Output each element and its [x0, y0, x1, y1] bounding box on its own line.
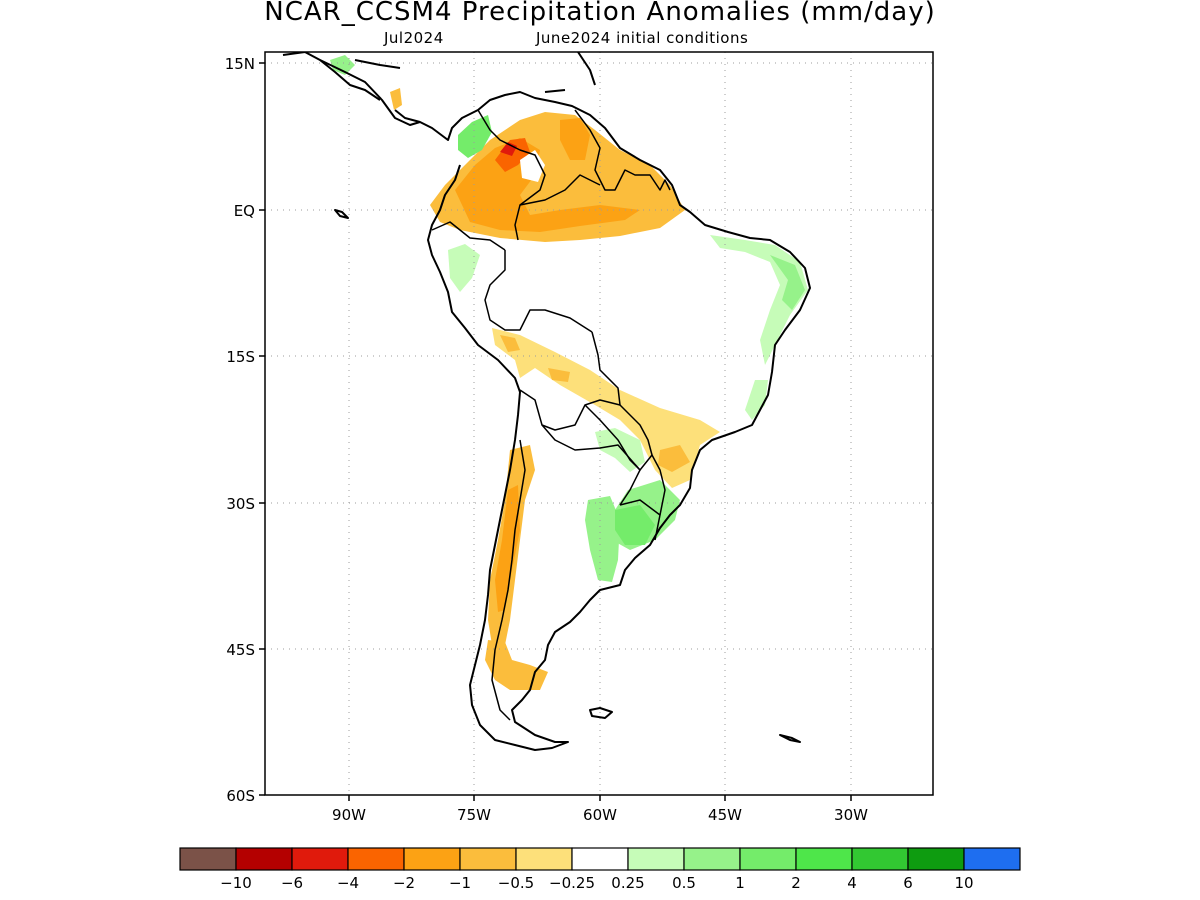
- colorbar-label: −0.25: [549, 874, 595, 892]
- anomaly-colombia-wet: [458, 115, 492, 158]
- colorbar-swatch: [291, 847, 349, 871]
- longitude-label: 30W: [834, 806, 868, 824]
- longitude-label: 60W: [583, 806, 617, 824]
- border-peru-brazil: [484, 250, 593, 333]
- colorbar-label: 0.25: [611, 874, 644, 892]
- border-bolivia: [519, 331, 621, 431]
- colorbar-swatch: [459, 847, 517, 871]
- colorbar-swatch: [179, 847, 237, 871]
- anomaly-patagonia-dry: [485, 640, 548, 690]
- axis-ticks: [259, 62, 852, 801]
- longitude-label: 75W: [457, 806, 491, 824]
- colorbar-label: 0.5: [672, 874, 696, 892]
- longitude-label: 45W: [708, 806, 742, 824]
- border-colombia-venezuela: [477, 109, 546, 241]
- colorbar-label: 6: [903, 874, 913, 892]
- colorbar-label: 4: [847, 874, 857, 892]
- latitude-label: EQ: [234, 202, 255, 220]
- latitude-label: 45S: [226, 641, 255, 659]
- country-borders: [431, 109, 671, 721]
- south-america-coastline: [282, 52, 811, 751]
- colorbar-swatch: [627, 847, 685, 871]
- colorbar-swatch: [907, 847, 965, 871]
- forecast-month: Jul2024: [384, 29, 444, 47]
- latitude-labels: 15N EQ 15S 30S 45S 60S: [225, 55, 255, 805]
- colorbar-swatch: [739, 847, 797, 871]
- colorbar-label: −2: [393, 874, 415, 892]
- initial-conditions: June2024 initial conditions: [536, 29, 749, 47]
- anomaly-north-dry-max: [500, 142, 517, 156]
- colorbar-label: −6: [281, 874, 303, 892]
- anomaly-venezuela-wet-gap: [520, 150, 545, 182]
- colorbar-swatch: [851, 847, 909, 871]
- caribbean-coast: [354, 52, 596, 93]
- colorbar-labels: −10 −6 −4 −2 −1 −0.5 −0.25 0.25 0.5 1 2 4 6 10: [220, 874, 973, 892]
- anomaly-central-dry-core: [500, 335, 690, 472]
- south-georgia: [779, 734, 801, 743]
- border-uruguay: [619, 499, 661, 541]
- anomaly-brazil-se-wet: [745, 380, 768, 420]
- coastlines: [282, 52, 811, 751]
- border-brazil-south: [651, 454, 666, 516]
- colorbar-swatch: [235, 847, 293, 871]
- anomaly-small-dry: [390, 88, 402, 110]
- longitude-labels: 90W 75W 60W 45W 30W: [332, 806, 868, 824]
- galapagos: [334, 209, 349, 219]
- colorbar-label: 2: [791, 874, 801, 892]
- border-ecuador-peru: [431, 221, 506, 251]
- anomaly-ecuador-wet: [448, 244, 480, 292]
- latitude-label: 30S: [226, 495, 255, 513]
- anomaly-andes-dry-core: [495, 485, 520, 612]
- colorbar-swatch: [963, 847, 1021, 871]
- colorbar-label: −10: [220, 874, 252, 892]
- latitude-label: 60S: [226, 787, 255, 805]
- border-chile-argentina: [491, 439, 526, 721]
- anomaly-uruguay-wet: [615, 505, 655, 545]
- colorbar-label: −0.5: [498, 874, 534, 892]
- colorbar-swatch: [515, 847, 573, 871]
- colorbar-label: 10: [954, 874, 973, 892]
- longitude-label: 90W: [332, 806, 366, 824]
- anomaly-argentina-wet: [585, 496, 620, 582]
- border-argentina-north: [541, 424, 641, 506]
- colorbar-swatch: [795, 847, 853, 871]
- anomaly-guiana-dry: [560, 118, 590, 160]
- colorbar-label: −4: [337, 874, 359, 892]
- anomaly-central-dry-band: [492, 328, 720, 488]
- border-venezuela-guyana: [574, 109, 671, 191]
- latitude-label: 15N: [225, 55, 255, 73]
- map-title: NCAR_CCSM4 Precipitation Anomalies (mm/d…: [264, 0, 936, 27]
- border-brazil-north: [519, 174, 601, 206]
- falkland-islands: [589, 707, 613, 719]
- colorbar-swatch: [683, 847, 741, 871]
- colorbar-label: 1: [735, 874, 745, 892]
- central-america-coast: [319, 59, 421, 123]
- colorbar: [179, 847, 1021, 871]
- anomaly-brazil-coast-wet-core: [770, 255, 805, 310]
- colorbar-swatch: [347, 847, 405, 871]
- anomaly-shading: [330, 55, 808, 690]
- latitude-label: 15S: [226, 348, 255, 366]
- map-frame: [264, 51, 934, 796]
- colorbar-label: −1: [449, 874, 471, 892]
- colorbar-swatch: [571, 847, 629, 871]
- colorbar-swatch: [403, 847, 461, 871]
